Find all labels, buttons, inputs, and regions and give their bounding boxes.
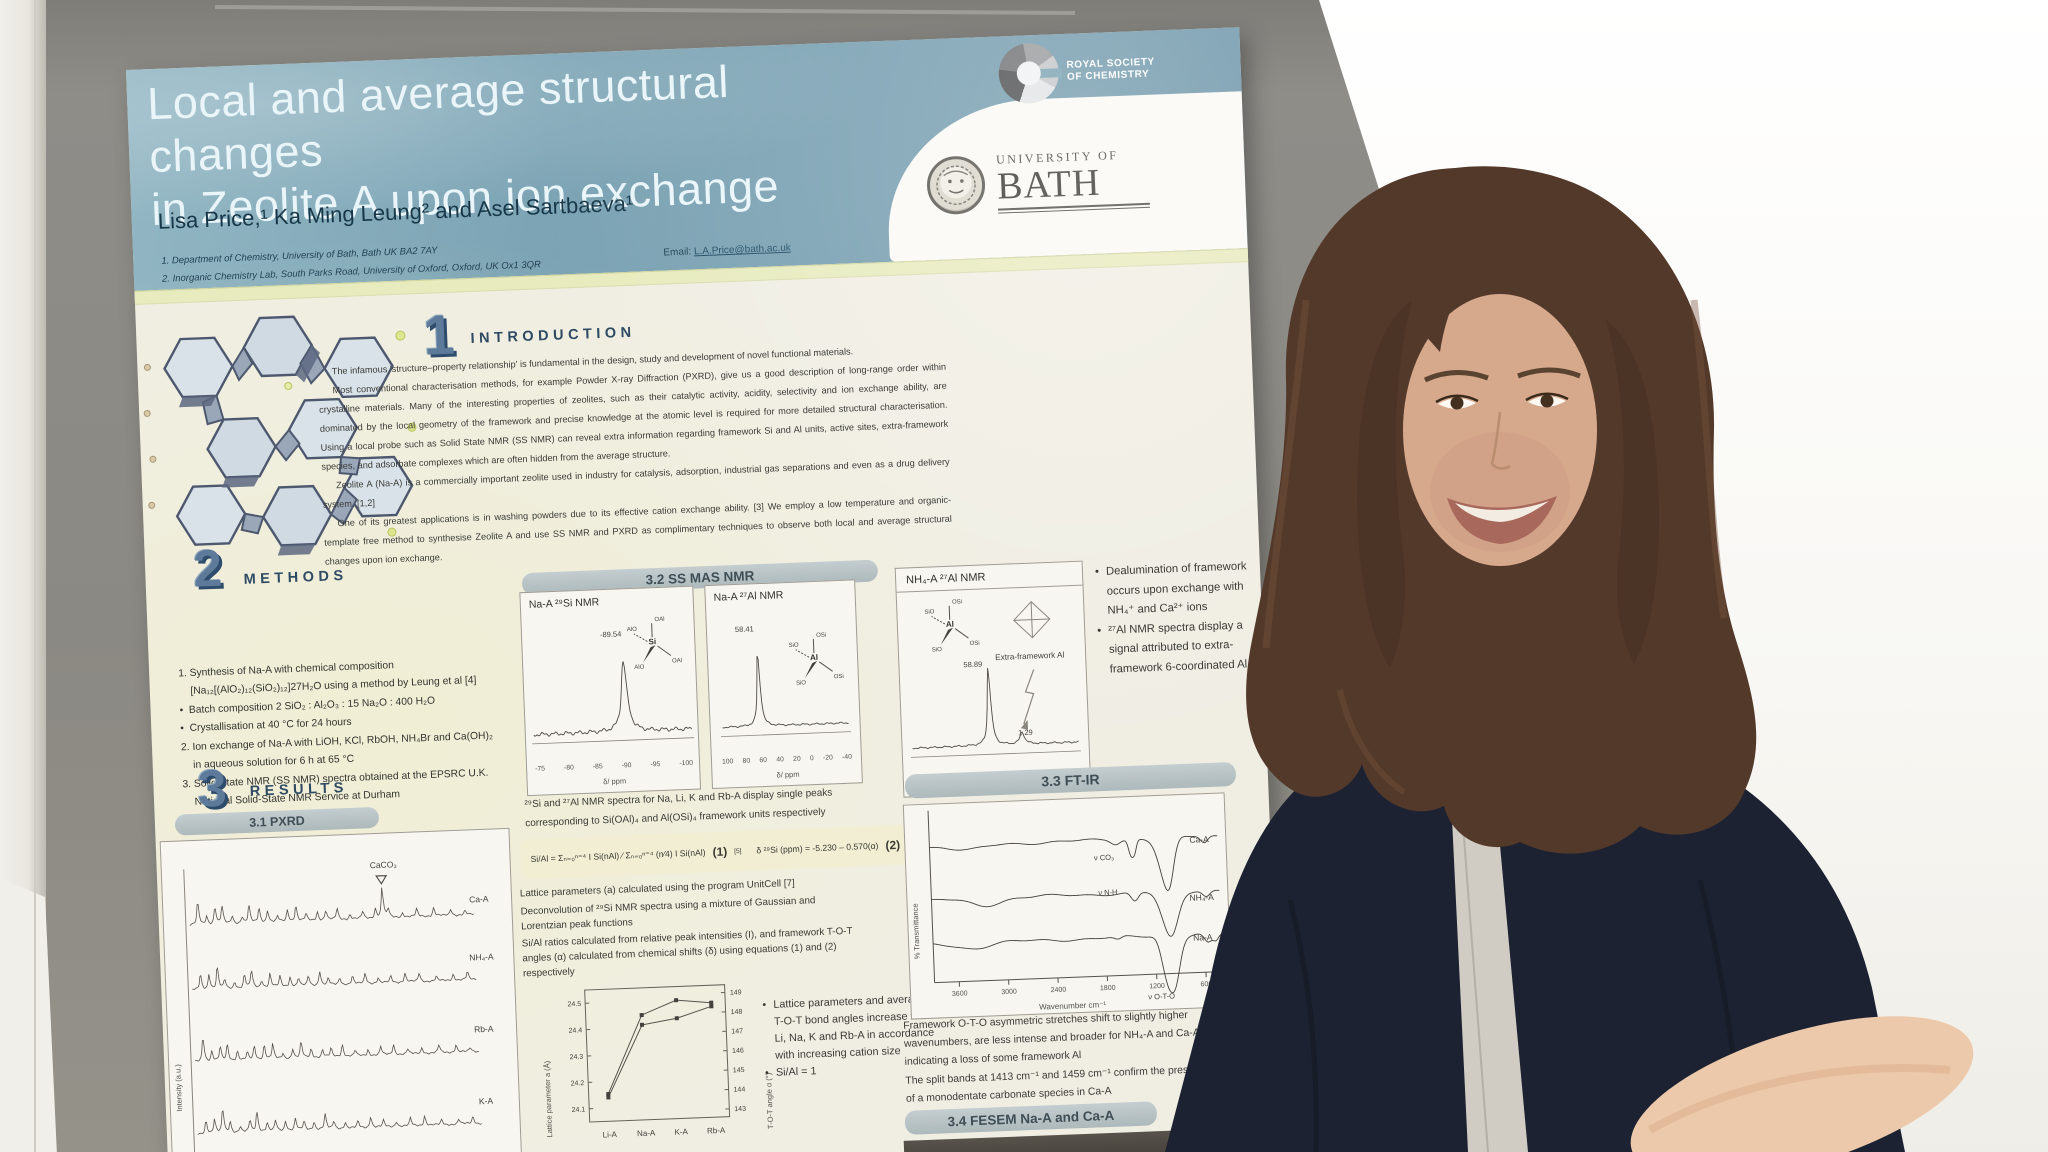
svg-text:AlO: AlO — [634, 665, 645, 671]
al-nmr-panel: Na-A ²⁷Al NMR 58.41 Al OSi SiO SiO OSi 1… — [704, 579, 863, 790]
ftir-chart: 3600 3000 2400 1800 1200 600 — [927, 810, 1225, 998]
svg-text:145: 145 — [733, 1067, 745, 1074]
lattice-parameter-chart: Lattice parameter a (Å) 24.1 24.2 24.3 24.4… — [539, 972, 796, 1152]
svg-text:AlO: AlO — [627, 627, 638, 633]
svg-text:OSi: OSi — [970, 641, 980, 647]
si-nmr-spectrum — [532, 661, 695, 745]
svg-text:3000: 3000 — [1001, 988, 1017, 996]
svg-text:OSi: OSi — [834, 674, 844, 680]
forearm-shade — [1648, 1064, 1951, 1134]
svg-text:24.5: 24.5 — [567, 1001, 581, 1009]
svg-text:24.2: 24.2 — [570, 1080, 584, 1088]
torso — [1165, 598, 1905, 1152]
poster: Local and average structural changes in … — [126, 27, 1286, 1152]
svg-text:Al: Al — [810, 653, 818, 662]
eye-right — [1525, 392, 1569, 408]
svg-text:143: 143 — [734, 1106, 746, 1113]
pxrd-chart — [183, 869, 482, 1152]
svg-text:OAl: OAl — [654, 617, 664, 623]
nh4-al-diagram: Al OSi SiO SiO OSi — [924, 599, 1051, 653]
door-crease — [34, 0, 36, 1152]
svg-text:3600: 3600 — [952, 990, 968, 998]
hair-fringe — [1512, 226, 1624, 334]
hair-fringe — [1408, 226, 1520, 352]
eye-left — [1435, 394, 1479, 410]
svg-text:24.3: 24.3 — [569, 1054, 583, 1062]
svg-text:OSi: OSi — [816, 633, 826, 639]
svg-text:146: 146 — [732, 1048, 744, 1055]
svg-text:OAl: OAl — [672, 658, 682, 664]
svg-text:SiO: SiO — [796, 680, 807, 686]
svg-text:SiO: SiO — [932, 647, 943, 653]
ftir-panel: % Transmittance 3600 3000 2400 1800 1200 600 … — [902, 792, 1233, 1020]
svg-text:Li-A: Li-A — [603, 1130, 618, 1140]
lattice-chart-plot: 24.1 24.2 24.3 24.4 24.5 143 144 145 146 147 148 14… — [567, 984, 746, 1140]
hair-lock — [1606, 320, 1660, 664]
svg-text:K-A: K-A — [674, 1127, 688, 1137]
si-tetrahedron-diagram: Si OAl AlO AlO OAl — [627, 617, 682, 671]
al-tetrahedron-diagram: Al OSi SiO SiO OSi — [788, 633, 844, 687]
svg-text:1200: 1200 — [1149, 983, 1165, 991]
nh4-nmr-spectrum — [910, 667, 1081, 758]
teeth — [1455, 501, 1549, 522]
shirt-fold — [1287, 899, 1319, 1152]
hair-highlight — [1690, 299, 1728, 619]
octahedron-icon — [1013, 600, 1051, 639]
svg-text:SiO: SiO — [924, 609, 935, 615]
svg-text:149: 149 — [730, 989, 742, 996]
nose — [1490, 411, 1511, 470]
hair-lock — [1357, 300, 1412, 668]
svg-text:Si: Si — [648, 637, 656, 646]
zeolite-structure-illustration — [143, 315, 417, 556]
svg-text:2400: 2400 — [1051, 987, 1067, 995]
pxrd-panel: Intensity (a.u.) CaCO₃ Ca-A NH₄-A Rb-A K… — [159, 827, 528, 1152]
svg-text:Al: Al — [946, 620, 954, 629]
face — [1403, 294, 1597, 566]
svg-text:148: 148 — [730, 1009, 742, 1016]
svg-text:OSi: OSi — [952, 599, 962, 605]
svg-text:144: 144 — [733, 1086, 745, 1093]
si-nmr-panel: Na-A ²⁹Si NMR -89.54 Si OAl AlO AlO OAl … — [519, 585, 702, 797]
hair-highlight — [1337, 689, 1406, 795]
nh4-nmr-panel: NH₄-A ²⁷Al NMR Al OSi SiO SiO OSi Extra-… — [894, 560, 1092, 798]
svg-text:600: 600 — [1200, 981, 1212, 988]
svg-text:SiO: SiO — [788, 643, 799, 649]
forearm — [1630, 1016, 1974, 1152]
svg-text:1800: 1800 — [1100, 985, 1116, 993]
svg-text:24.1: 24.1 — [572, 1106, 586, 1114]
svg-text:Rb-A: Rb-A — [707, 1126, 726, 1136]
svg-text:147: 147 — [731, 1028, 743, 1035]
eyebrow-right — [1517, 367, 1581, 379]
al-nmr-spectrum — [721, 655, 851, 738]
svg-text:Na-A: Na-A — [637, 1128, 656, 1138]
svg-text:24.4: 24.4 — [568, 1027, 582, 1035]
calcite-marker-icon — [375, 874, 388, 885]
eyebrow-left — [1423, 369, 1489, 383]
